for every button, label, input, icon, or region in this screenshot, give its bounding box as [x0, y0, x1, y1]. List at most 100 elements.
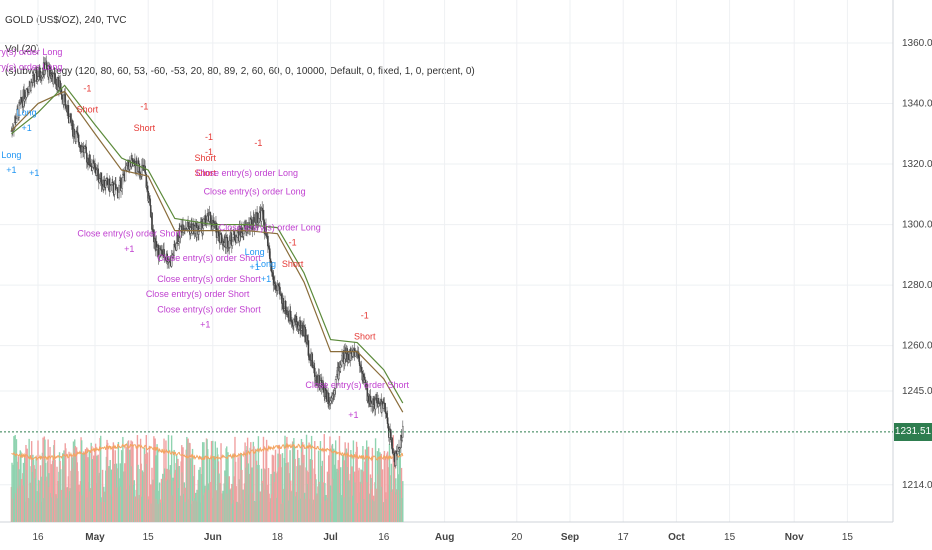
volume-bar [157, 449, 159, 522]
signal-label-short: Short [354, 332, 376, 342]
volume-bar [125, 446, 127, 522]
volume-bar [379, 452, 381, 522]
candle-body [131, 158, 134, 161]
volume-bar [362, 471, 365, 522]
x-tick-label: 16 [32, 532, 44, 543]
volume-bar [393, 451, 396, 522]
signal-annotations: Close entry(s) order Long Close entry(s) … [0, 47, 409, 420]
signal-label-short: -1 [254, 138, 262, 148]
candle-body [279, 287, 281, 295]
candle-body [402, 425, 404, 438]
candle-body [137, 160, 140, 165]
volume-bar [201, 442, 204, 522]
x-tick-label: 17 [618, 532, 630, 543]
volume-ma-line [11, 442, 404, 462]
volume-bar [352, 440, 355, 522]
volume-bar [296, 449, 299, 522]
volume-bar [42, 437, 44, 522]
volume-bar [319, 441, 322, 522]
volume-bar [187, 438, 189, 522]
signal-label-close: +1 [124, 244, 134, 254]
volume-bar [94, 443, 97, 522]
volume-bar [287, 462, 289, 522]
candle-body [229, 240, 231, 248]
x-tick-label: 20 [511, 532, 523, 543]
x-tick-label: Aug [435, 532, 454, 543]
price-axis[interactable]: 1360.00 1340.00 1320.00 1300.00 1280.00 1260.… [902, 38, 932, 491]
signal-label-short: -1 [205, 132, 213, 142]
signal-label-short: Short [134, 123, 156, 133]
signal-label-short: -1 [83, 83, 91, 93]
volume-bar [109, 460, 111, 522]
volume-bar [399, 453, 401, 522]
volume-bar [127, 440, 130, 522]
volume-bar [400, 467, 403, 522]
candle-body [26, 88, 29, 91]
volume-bar [26, 448, 28, 522]
volume-bar [153, 436, 155, 522]
volume-bar [191, 448, 194, 522]
x-tick-label: Jun [204, 532, 222, 543]
candle-body [68, 116, 71, 124]
signal-label-close: Close entry(s) order Short [146, 289, 250, 299]
volume-bar [402, 481, 404, 522]
signal-label-short: Short [282, 259, 304, 269]
signal-label-close: Close entry(s) order Short [157, 253, 261, 263]
volume-bar [84, 448, 87, 522]
volume-bar [28, 438, 30, 522]
signal-label-close: Close entry(s) order Short [305, 380, 409, 390]
volume-bar [11, 462, 13, 522]
volume-bar [351, 466, 353, 522]
signal-label-close: Close entry(s) order Long [0, 62, 62, 72]
y-tick-label: 1245.00 [902, 386, 932, 397]
signal-label-long: +1 [249, 262, 259, 272]
volume-bar [303, 454, 305, 522]
volume-bar [247, 463, 249, 522]
signal-label-close: +1 [200, 319, 210, 329]
volume-bar [298, 457, 300, 522]
volume-bar [65, 448, 67, 522]
x-tick-label: 15 [724, 532, 736, 543]
volume-bar [279, 454, 282, 522]
y-tick-label: 1260.00 [902, 341, 932, 352]
candle-body [70, 113, 72, 122]
volume-bar [388, 443, 391, 522]
candle-body [34, 72, 37, 82]
chart-title: GOLD (US$/OZ), 240, TVC [5, 15, 127, 26]
volume-bar [258, 465, 260, 522]
volume-bar [265, 439, 268, 522]
x-tick-label: Oct [668, 532, 685, 543]
volume-bar [40, 476, 42, 522]
signal-label-long: +1 [261, 274, 271, 284]
volume-bar [137, 464, 139, 522]
x-tick-label: 18 [272, 532, 284, 543]
signal-label-close: +1 [348, 410, 358, 420]
volume-bar [112, 442, 115, 522]
volume-bar [220, 443, 222, 522]
signal-label-short: -1 [140, 102, 148, 112]
volume-bar [311, 459, 313, 522]
x-tick-label: May [85, 532, 105, 543]
volume-bar [68, 451, 70, 522]
x-tick-label: 15 [842, 532, 854, 543]
candle-body [311, 353, 314, 366]
volume-bar [271, 454, 274, 522]
x-tick-label: Jul [323, 532, 338, 543]
volume-bar [214, 441, 217, 522]
volume-bar [374, 438, 377, 522]
x-tick-label: Sep [561, 532, 579, 543]
volume-bar [110, 469, 113, 522]
chart-grid [0, 0, 894, 523]
volume-bar [63, 450, 65, 522]
time-axis[interactable]: 16 May 15 Jun 18 Jul 16 Aug 20 Sep 17 Oct 15 Nov 15 [32, 532, 853, 543]
volume-bar [178, 466, 180, 522]
volume-bar [340, 467, 342, 522]
signal-label-close: Close entry(s) order Long [0, 47, 62, 57]
signal-label-short: Short [194, 168, 216, 178]
volume-bar [253, 446, 255, 522]
volume-bar [86, 447, 88, 522]
volume-bar [14, 435, 16, 522]
signal-label-short: Short [194, 153, 216, 163]
volume-bar [170, 435, 173, 522]
